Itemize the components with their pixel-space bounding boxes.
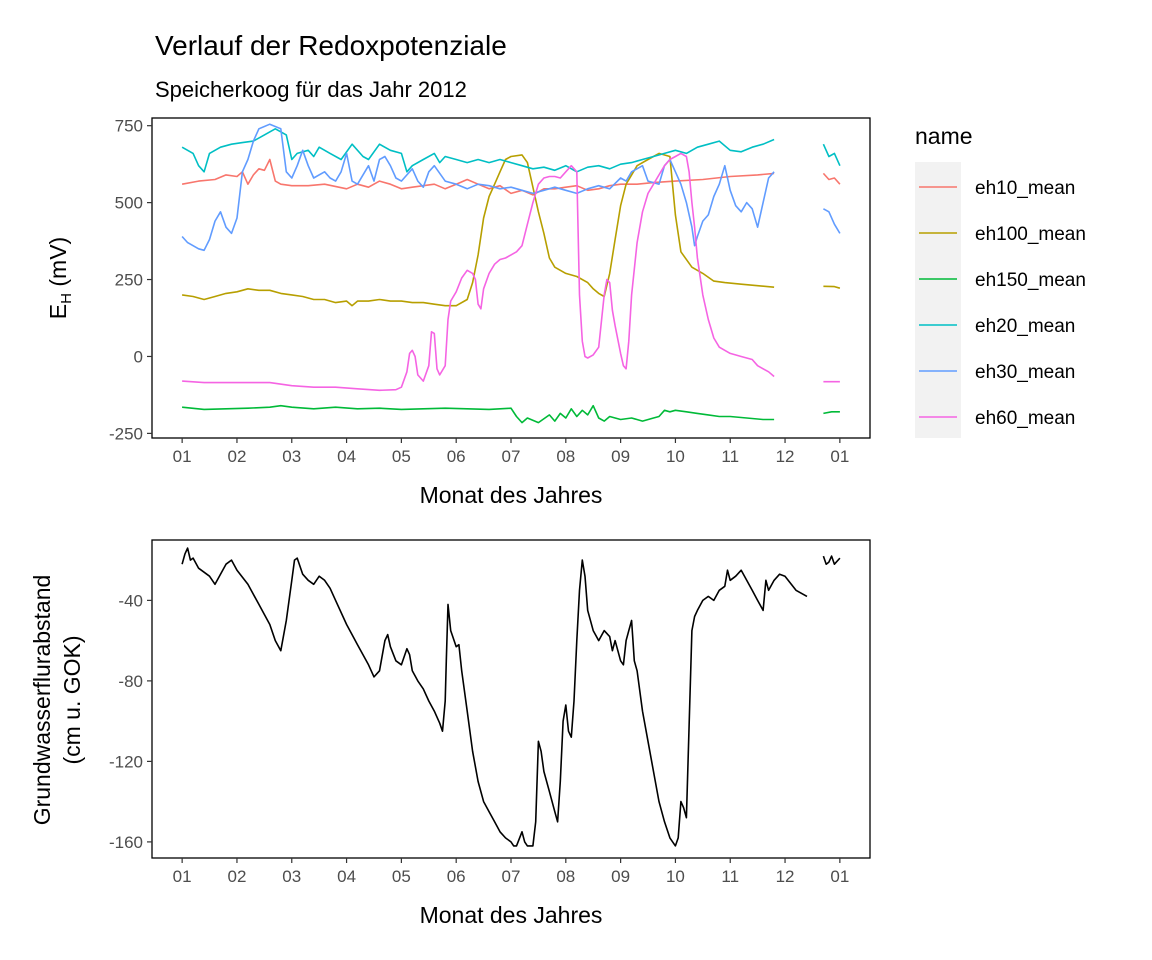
groundwater-y-tick-label: -40 <box>118 591 143 610</box>
groundwater-y-tick-label: -80 <box>118 672 143 691</box>
redox-y-tick-label: 250 <box>115 271 143 290</box>
groundwater-y-tick-label: -160 <box>109 833 143 852</box>
groundwater-series-line-segment-1 <box>822 555 841 565</box>
redox-y-tick-label: -250 <box>109 424 143 443</box>
groundwater-x-ticks: 01 02 03 04 05 06 07 08 09 10 11 12 01 <box>173 858 849 886</box>
groundwater-y-label-line1: Grundwasserflurabstand <box>29 575 55 826</box>
redox-x-tick-label: 07 <box>502 447 521 466</box>
groundwater-x-tick-label: 09 <box>611 867 630 886</box>
redox-y-tick-label: 750 <box>115 117 143 136</box>
redox-x-tick-label: 08 <box>556 447 575 466</box>
redox-x-tick-label: 01 <box>173 447 192 466</box>
redox-x-tick-label: 12 <box>776 447 795 466</box>
redox-series-eh10_mean-segment-1 <box>822 172 841 185</box>
legend-title: name <box>915 123 973 149</box>
legend-label-eh30_mean: eh30_mean <box>975 362 1075 383</box>
redox-x-tick-label: 10 <box>666 447 685 466</box>
redox-series-eh20_mean-segment-1 <box>822 143 841 167</box>
redox-x-axis-label: Monat des Jahres <box>420 482 603 508</box>
groundwater-y-label-line2: (cm u. GOK) <box>59 635 85 764</box>
redox-x-tick-label: 01 <box>830 447 849 466</box>
groundwater-panel: -40-80-120-160 01 02 03 04 05 06 07 08 09 10 11 12 0… <box>29 539 871 928</box>
groundwater-plot-area <box>151 539 871 859</box>
redox-series-eh100_mean-segment-0 <box>181 152 775 307</box>
chart-subtitle: Speicherkoog für das Jahr 2012 <box>155 77 467 102</box>
redox-x-tick-label: 02 <box>227 447 246 466</box>
redox-series-eh100_mean-segment-1 <box>823 285 841 289</box>
redox-series-eh150_mean-segment-0 <box>182 404 775 424</box>
redox-y-label-main: E <box>45 304 71 319</box>
legend: name eh10_mean eh100_mean eh150_mean eh20_m… <box>915 123 1086 438</box>
groundwater-y-tick-label: -120 <box>109 752 143 771</box>
redox-series-eh20_mean-segment-0 <box>181 128 775 173</box>
redox-y-tick-label: 500 <box>115 194 143 213</box>
legend-items: eh10_mean eh100_mean eh150_mean eh20_meaneh… <box>919 178 1086 429</box>
legend-key-background <box>915 162 961 438</box>
groundwater-x-tick-label: 08 <box>556 867 575 886</box>
redox-series-eh30_mean-segment-1 <box>823 208 841 234</box>
legend-label-eh10_mean: eh10_mean <box>975 178 1075 199</box>
legend-label-eh150_mean: eh150_mean <box>975 270 1086 291</box>
groundwater-x-tick-label: 01 <box>173 867 192 886</box>
legend-label-eh20_mean: eh20_mean <box>975 316 1075 337</box>
redox-series-group <box>181 123 841 424</box>
redox-x-tick-label: 03 <box>282 447 301 466</box>
groundwater-x-tick-label: 02 <box>227 867 246 886</box>
groundwater-x-tick-label: 03 <box>282 867 301 886</box>
redox-x-tick-label: 11 <box>721 447 739 466</box>
redox-x-tick-label: 05 <box>392 447 411 466</box>
redox-y-ticks: 750 500 250 0 -250 <box>109 117 152 443</box>
groundwater-x-tick-label: 11 <box>721 867 739 886</box>
groundwater-x-tick-label: 01 <box>830 867 849 886</box>
groundwater-x-tick-label: 05 <box>392 867 411 886</box>
redox-series-eh150_mean-segment-1 <box>823 411 840 415</box>
groundwater-x-tick-label: 04 <box>337 867 356 886</box>
redox-y-tick-label: 0 <box>134 347 143 366</box>
groundwater-series-group <box>181 547 841 847</box>
groundwater-x-tick-label: 07 <box>502 867 521 886</box>
legend-label-eh100_mean: eh100_mean <box>975 224 1086 245</box>
redox-x-ticks: 01 02 03 04 05 06 07 08 09 10 11 12 01 <box>173 438 849 466</box>
redox-y-axis-label: EH (mV) <box>45 237 75 319</box>
chart-title: Verlauf der Redoxpotenziale <box>155 30 507 61</box>
redox-y-label-unit: (mV) <box>45 237 71 293</box>
redox-x-tick-label: 06 <box>447 447 466 466</box>
groundwater-series-line-segment-0 <box>181 547 808 847</box>
redox-y-label-sub: H <box>58 293 75 304</box>
groundwater-x-axis-label: Monat des Jahres <box>420 902 603 928</box>
groundwater-x-tick-label: 12 <box>776 867 795 886</box>
redox-series-eh10_mean-segment-0 <box>181 158 775 196</box>
groundwater-x-tick-label: 06 <box>447 867 466 886</box>
redox-x-tick-label: 04 <box>337 447 356 466</box>
redox-series-eh60_mean-segment-0 <box>182 152 775 392</box>
redox-series-eh30_mean-segment-0 <box>181 123 775 252</box>
legend-label-eh60_mean: eh60_mean <box>975 408 1075 429</box>
groundwater-y-ticks: -40 -80 -120 -160 <box>109 591 152 852</box>
groundwater-x-tick-label: 10 <box>666 867 685 886</box>
redox-plot-area <box>151 117 871 439</box>
redox-x-tick-label: 09 <box>611 447 630 466</box>
